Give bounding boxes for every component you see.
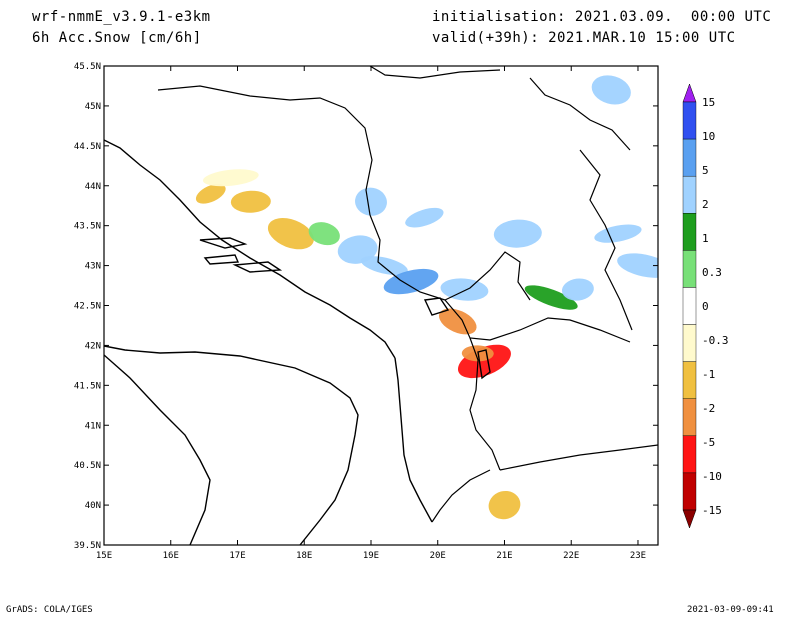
italy-heel-coast: [104, 354, 211, 545]
lon-tick-label: 22E: [563, 551, 579, 561]
snow-field-layer: [195, 75, 658, 520]
lat-tick-label: 43.5N: [74, 222, 101, 232]
snow-area: [561, 278, 594, 301]
snow-area: [440, 278, 489, 301]
lat-tick-label: 41.5N: [74, 381, 101, 391]
legend-label: -1: [702, 368, 715, 381]
model-title: wrf-nmmE_v3.9.1-e3km: [32, 9, 211, 25]
legend-label: -0.3: [702, 334, 729, 347]
border-croatia-bosnia: [157, 85, 373, 216]
snow-area: [493, 219, 542, 248]
island-brac: [203, 254, 240, 265]
albania-coast: [394, 357, 433, 523]
legend-label: 0.3: [702, 266, 722, 279]
snow-area: [488, 490, 521, 520]
lon-tick-label: 18E: [296, 551, 312, 561]
island-hvar: [199, 237, 248, 249]
legend-swatch: [682, 250, 697, 288]
lon-tick-label: 19E: [363, 551, 379, 561]
legend-swatch: [682, 361, 697, 399]
legend-swatch: [682, 435, 697, 474]
snow-area: [355, 187, 387, 216]
legend-label: -15: [702, 504, 722, 517]
snow-area: [591, 75, 631, 105]
border-albania-macedonia: [469, 337, 501, 471]
legend-label: -10: [702, 470, 722, 483]
lon-tick-label: 23E: [630, 551, 646, 561]
lake-ohrid: [477, 349, 491, 380]
lat-tick-label: 39.5N: [74, 541, 101, 551]
snow-area: [383, 268, 439, 295]
lat-tick-label: 40.5N: [74, 461, 101, 471]
border-serbia-bulgaria: [579, 149, 633, 331]
border-greece-north: [499, 444, 658, 471]
lake-scutari: [423, 297, 450, 316]
legend-label: -2: [702, 402, 715, 415]
border-hungary: [369, 66, 501, 79]
legend-swatch: [682, 287, 697, 325]
border-kosovo-macedonia: [444, 299, 631, 343]
legend-top-arrow: [682, 83, 697, 103]
border-serbia-romania: [529, 77, 631, 151]
snow-area: [405, 207, 444, 228]
snow-area: [438, 308, 477, 335]
border-bosnia-serbia: [369, 214, 446, 301]
initialisation-time: initialisation: 2021.03.09. 00:00 UTC: [432, 9, 772, 25]
snow-area: [202, 169, 259, 187]
border-serbia-montenegro: [444, 251, 531, 301]
legend-swatch: [682, 472, 697, 511]
country-border-layer: [157, 66, 658, 523]
coastline-layer: [104, 139, 491, 545]
field-title: 6h Acc.Snow [cm/6h]: [32, 30, 202, 46]
legend-swatch: [682, 101, 697, 140]
legend-label: 1: [702, 232, 709, 245]
snow-area: [617, 253, 658, 278]
legend-swatch: [682, 398, 697, 437]
lat-tick-label: 45.5N: [74, 62, 101, 72]
lat-tick-label: 40N: [85, 501, 101, 511]
lon-tick-label: 15E: [96, 551, 112, 561]
lon-tick-label: 16E: [163, 551, 179, 561]
island-korcula: [232, 261, 283, 273]
lat-tick-label: 43N: [85, 262, 101, 272]
lat-tick-label: 44.5N: [74, 142, 101, 152]
dalmatian-coast: [104, 139, 396, 359]
legend-label: 15: [702, 96, 715, 109]
snow-area: [360, 256, 408, 276]
lat-tick-label: 45N: [85, 102, 101, 112]
legend-label: 2: [702, 198, 709, 211]
legend-swatch: [682, 175, 697, 214]
lon-tick-label: 17E: [229, 551, 245, 561]
snow-area: [230, 190, 271, 213]
lat-tick-label: 42.5N: [74, 302, 101, 312]
lon-tick-label: 21E: [496, 551, 512, 561]
legend-swatch: [682, 138, 697, 177]
legend-bottom-arrow: [682, 509, 697, 529]
lat-tick-label: 42N: [85, 341, 101, 351]
map-axes: 15E 16E 17E 18E 19E 20E 21E 22E 23E 39.5N 40N 40.5N…: [74, 62, 658, 561]
legend-label: 0: [702, 300, 709, 313]
lat-tick-label: 44N: [85, 182, 101, 192]
snow-area: [308, 222, 340, 246]
color-legend: 15 10 5 2 1 0.3 0 -0.3 -1 -2 -5 -10 -15: [682, 83, 729, 529]
snow-area: [267, 218, 314, 250]
snow-area: [195, 183, 226, 204]
lon-tick-label: 20E: [430, 551, 446, 561]
legend-label: -5: [702, 436, 715, 449]
border-greece-albania: [431, 469, 491, 523]
adriatic-west-coast: [104, 345, 359, 545]
legend-swatch: [682, 324, 697, 362]
lat-tick-label: 41N: [85, 421, 101, 431]
snow-area: [524, 285, 578, 310]
legend-label: 10: [702, 130, 715, 143]
legend-label: 5: [702, 164, 709, 177]
grads-credit: GrADS: COLA/IGES: [6, 605, 93, 615]
legend-swatch: [682, 213, 697, 251]
valid-time: valid(+39h): 2021.MAR.10 15:00 UTC: [432, 30, 736, 46]
render-timestamp: 2021-03-09-09:41: [687, 605, 774, 615]
